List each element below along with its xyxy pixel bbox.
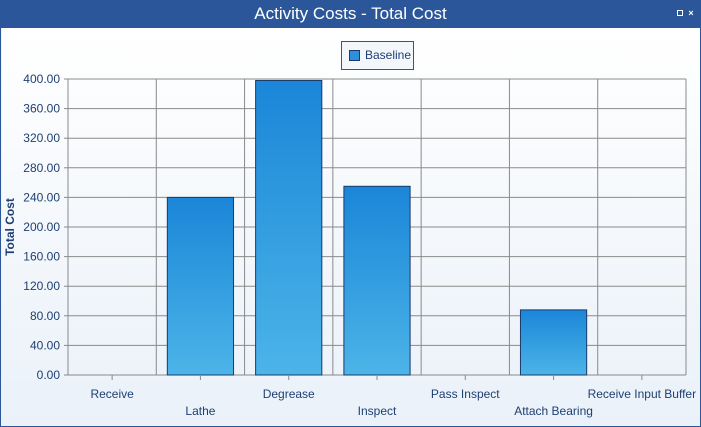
y-tick-label: 360.00 [23, 102, 60, 116]
bar-inspect [343, 185, 411, 376]
y-tick-label: 0.00 [37, 368, 61, 382]
x-tick-label: Receive [90, 387, 134, 401]
y-tick-label: 320.00 [23, 131, 60, 145]
title-bar[interactable]: Activity Costs - Total Cost × [1, 1, 700, 28]
y-tick-label: 120.00 [23, 279, 60, 293]
window-title: Activity Costs - Total Cost [254, 4, 447, 23]
chart-legend: Baseline [341, 41, 414, 70]
restore-icon[interactable] [676, 9, 684, 17]
y-tick-label: 240.00 [23, 190, 60, 204]
x-tick-label: Lathe [185, 404, 215, 418]
bar-degrease [255, 79, 323, 376]
x-tick-label: Inspect [358, 404, 397, 418]
y-tick-label: 200.00 [23, 220, 60, 234]
bar-lathe [166, 196, 235, 376]
close-icon[interactable]: × [688, 8, 694, 18]
x-tick-label: Attach Bearing [514, 404, 593, 418]
y-tick-label: 80.00 [30, 309, 60, 323]
legend-label-baseline: Baseline [365, 48, 412, 62]
x-tick-label: Degrease [263, 387, 315, 401]
x-tick-label: Pass Inspect [431, 387, 500, 401]
y-tick-label: 400.00 [23, 72, 60, 86]
y-tick-label: 280.00 [23, 161, 60, 175]
bar-attach-bearing [519, 309, 588, 376]
x-tick-label: Receive Input Buffer [588, 387, 697, 401]
y-tick-label: 160.00 [23, 250, 60, 264]
y-tick-label: 40.00 [30, 338, 60, 352]
y-axis-title: Total Cost [3, 198, 17, 256]
legend-swatch-baseline [349, 50, 360, 61]
